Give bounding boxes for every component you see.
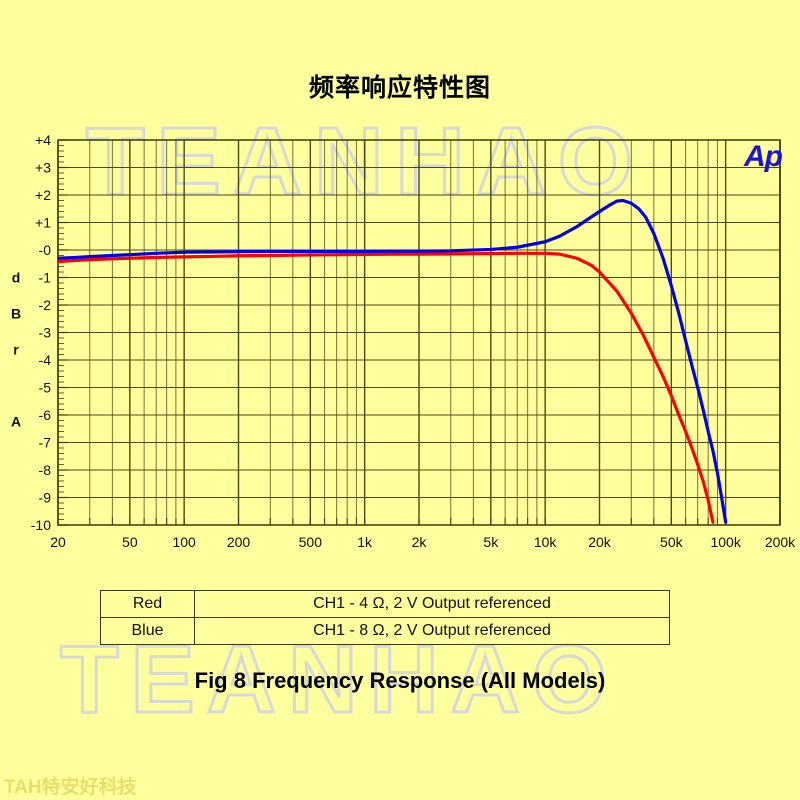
figure-caption: Fig 8 Frequency Response (All Models)	[194, 668, 606, 693]
svg-text:+4: +4	[35, 132, 51, 148]
data-series-group	[58, 198, 728, 524]
svg-text:r: r	[13, 342, 19, 358]
frequency-response-chart: 20 50 100 200 500 1k 2k 5k 10k 20k 50k 100k 200k +4 +…	[0, 125, 800, 555]
footer-watermark: TAH特安好科技	[4, 777, 137, 798]
svg-text:20k: 20k	[588, 534, 612, 550]
svg-text:-7: -7	[39, 435, 52, 451]
svg-text:-4: -4	[39, 352, 52, 368]
legend-row: Blue CH1 - 8 Ω, 2 V Output referenced	[100, 617, 670, 645]
svg-text:-6: -6	[39, 407, 52, 423]
legend-row: Red CH1 - 4 Ω, 2 V Output referenced	[100, 590, 670, 618]
svg-text:-2: -2	[39, 297, 52, 313]
axis-ticks	[57, 139, 781, 526]
y-axis-tick-labels: +4 +3 +2 +1 -0 -1 -2 -3 -4 -5 -6 -7 -8 -9 -10	[31, 132, 51, 533]
svg-text:+1: +1	[35, 215, 51, 231]
svg-text:B: B	[11, 306, 21, 322]
svg-text:5k: 5k	[483, 534, 499, 550]
svg-text:20: 20	[50, 534, 66, 550]
svg-text:200: 200	[227, 534, 251, 550]
svg-text:-5: -5	[39, 380, 52, 396]
svg-text:+2: +2	[35, 187, 51, 203]
svg-text:100: 100	[172, 534, 196, 550]
svg-text:50k: 50k	[660, 534, 684, 550]
svg-text:2k: 2k	[412, 534, 428, 550]
svg-text:A: A	[11, 414, 21, 430]
svg-text:200k: 200k	[765, 534, 796, 550]
legend-color-name: Red	[100, 590, 195, 618]
svg-text:-8: -8	[39, 462, 52, 478]
chart-svg: 20 50 100 200 500 1k 2k 5k 10k 20k 50k 100k 200k +4+…	[11, 132, 796, 550]
svg-text:100k: 100k	[710, 534, 741, 550]
legend-description: CH1 - 8 Ω, 2 V Output referenced	[194, 617, 670, 645]
svg-text:-10: -10	[31, 517, 51, 533]
legend-color-name: Blue	[100, 617, 195, 645]
svg-text:-1: -1	[39, 270, 52, 286]
page-title: 频率响应特性图	[308, 74, 491, 102]
x-axis-tick-labels: 20 50 100 200 500 1k 2k 5k 10k 20k 50k 100k 200k	[50, 534, 796, 550]
legend-table: Red CH1 - 4 Ω, 2 V Output referenced Blue C…	[100, 590, 670, 645]
svg-text:50: 50	[122, 534, 138, 550]
y-axis-title: d Br A	[11, 270, 21, 430]
svg-text:+3: +3	[35, 160, 51, 176]
svg-text:d: d	[12, 270, 21, 286]
legend-description: CH1 - 4 Ω, 2 V Output referenced	[194, 590, 670, 618]
ap-logo: Ap	[744, 140, 783, 173]
svg-text:-0: -0	[39, 242, 52, 258]
svg-text:-9: -9	[39, 490, 52, 506]
plot-frame	[57, 139, 781, 526]
svg-text:1k: 1k	[357, 534, 373, 550]
svg-text:10k: 10k	[534, 534, 558, 550]
svg-text:500: 500	[299, 534, 323, 550]
svg-text:-3: -3	[39, 325, 52, 341]
